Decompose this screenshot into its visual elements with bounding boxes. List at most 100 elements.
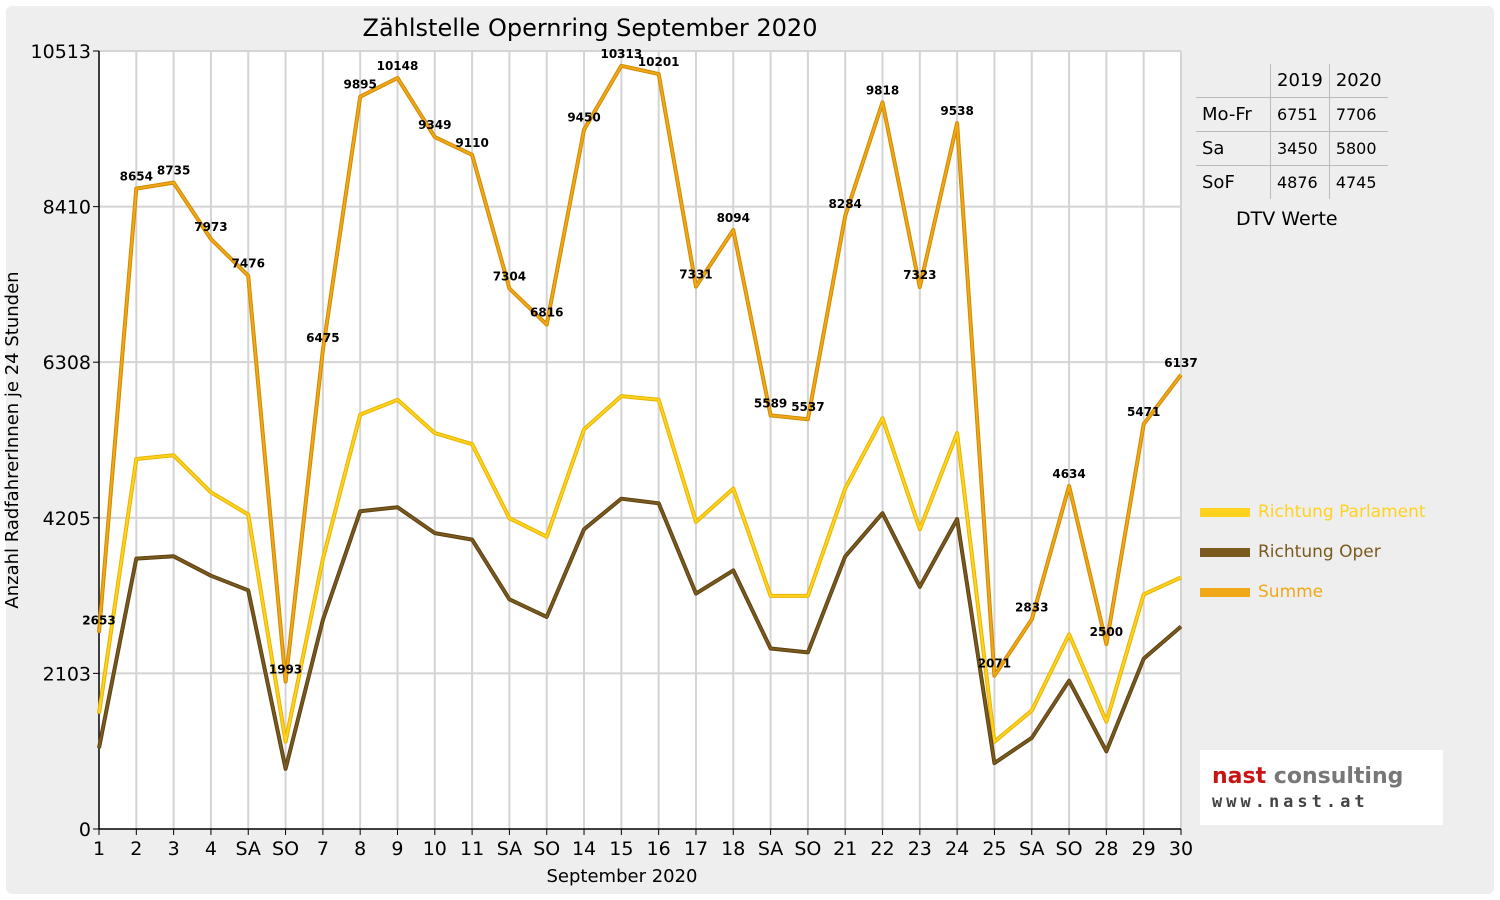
data-label: 6816	[530, 306, 563, 320]
legend-item-parlament: Richtung Parlament	[1200, 492, 1426, 532]
x-tick-label: SA	[1019, 838, 1044, 860]
x-tick-label: SA	[236, 838, 261, 860]
dtv-row-label: Mo-Fr	[1196, 97, 1271, 132]
y-tick-label: 0	[79, 819, 91, 841]
legend-swatch	[1200, 507, 1250, 517]
data-label: 9450	[567, 111, 600, 125]
data-label: 2071	[978, 657, 1011, 671]
x-axis-title: September 2020	[546, 866, 697, 887]
data-label: 7476	[232, 257, 265, 271]
logo-word-consulting: consulting	[1273, 764, 1404, 789]
data-label: 5589	[754, 396, 787, 410]
dtv-header-blank	[1196, 64, 1271, 98]
data-label: 9538	[940, 104, 973, 118]
data-label: 6137	[1164, 356, 1197, 370]
dtv-cell-2019: 6751	[1270, 97, 1330, 132]
legend-label: Richtung Parlament	[1258, 502, 1426, 522]
x-tick-label: SO	[533, 838, 560, 860]
y-tick-label: 10513	[31, 41, 91, 63]
x-tick-label: 15	[609, 838, 633, 860]
x-tick-label: 4	[205, 838, 217, 860]
data-label: 2653	[82, 614, 115, 628]
dtv-row-mofr: Mo-Fr 6751 7706	[1196, 97, 1388, 132]
x-tick-label: 7	[317, 838, 329, 860]
dtv-row-sof: SoF 4876 4745	[1196, 165, 1388, 199]
data-label: 7304	[493, 269, 526, 283]
dtv-header-2019: 2019	[1270, 64, 1330, 98]
x-tick-label: SO	[794, 838, 821, 860]
x-tick-label: 11	[460, 838, 484, 860]
data-label: 5537	[791, 400, 824, 414]
dtv-header-2020: 2020	[1328, 64, 1388, 98]
x-tick-label: 2	[130, 838, 142, 860]
x-tick-label: 1	[93, 838, 105, 860]
dtv-cell-2019: 3450	[1270, 131, 1330, 166]
data-label: 9895	[343, 78, 376, 92]
x-tick-label: 29	[1132, 838, 1156, 860]
series-line	[98, 395, 1182, 743]
dtv-cell-2019: 4876	[1270, 165, 1330, 199]
legend-swatch	[1200, 547, 1250, 557]
dtv-row-label: SoF	[1196, 165, 1271, 199]
x-tick-label: 28	[1094, 838, 1118, 860]
legend-label: Richtung Oper	[1258, 542, 1381, 562]
company-logo: nast consulting www.nast.at	[1200, 750, 1443, 825]
data-label: 9818	[866, 83, 899, 97]
dtv-caption: DTV Werte	[1236, 208, 1338, 230]
x-tick-label: 14	[572, 838, 596, 860]
chart-title: Zählstelle Opernring September 2020	[363, 14, 818, 42]
data-label: 9110	[455, 136, 488, 150]
data-label: 8284	[829, 197, 862, 211]
y-tick-label: 8410	[43, 197, 91, 219]
x-tick-label: 16	[647, 838, 671, 860]
x-tick-label: 8	[354, 838, 366, 860]
legend-item-oper: Richtung Oper	[1200, 532, 1426, 572]
x-tick-label: SO	[1056, 838, 1083, 860]
x-tick-label: 21	[833, 838, 857, 860]
data-label: 8654	[120, 170, 153, 184]
data-label: 4634	[1052, 467, 1085, 481]
y-tick-label: 6308	[43, 352, 91, 374]
x-tick-label: 22	[870, 838, 894, 860]
data-label: 7323	[903, 268, 936, 282]
y-tick-label: 4205	[43, 508, 91, 530]
data-label: 5471	[1127, 405, 1160, 419]
x-tick-label: SO	[272, 838, 299, 860]
grid-lines	[99, 50, 1182, 829]
data-label: 10201	[638, 55, 680, 69]
plot-area	[99, 51, 1181, 829]
legend-label: Summe	[1258, 582, 1324, 602]
x-tick-label: 25	[982, 838, 1006, 860]
legend-swatch	[1200, 587, 1250, 597]
x-tick-label: 18	[721, 838, 745, 860]
x-tick-label: 10	[423, 838, 447, 860]
data-label: 2833	[1015, 600, 1048, 614]
y-tick-label: 2103	[43, 663, 91, 685]
data-label: 6475	[306, 331, 339, 345]
data-label: 8735	[157, 164, 190, 178]
x-tick-label: 30	[1169, 838, 1193, 860]
series-lines	[97, 63, 1183, 771]
data-label: 9349	[418, 118, 451, 132]
legend-item-summe: Summe	[1200, 572, 1426, 612]
data-label: 7331	[679, 267, 712, 281]
data-label: 10148	[377, 59, 419, 73]
x-tick-label: SA	[758, 838, 783, 860]
x-tick-label: 3	[168, 838, 180, 860]
series-line	[98, 64, 1182, 683]
data-label: 8094	[717, 211, 750, 225]
dtv-cell-2020: 5800	[1328, 131, 1388, 166]
dtv-cell-2020: 7706	[1328, 97, 1388, 132]
logo-word-nast: nast	[1212, 764, 1267, 789]
x-tick-label: 17	[684, 838, 708, 860]
dtv-header-row: 2019 2020	[1196, 64, 1388, 98]
x-tick-label: SA	[497, 838, 522, 860]
chart-legend: Richtung Parlament Richtung Oper Summe	[1200, 492, 1426, 612]
dtv-row-label: Sa	[1196, 131, 1271, 166]
data-label: 7973	[194, 220, 227, 234]
data-label: 1993	[269, 663, 302, 677]
data-label: 2500	[1090, 625, 1123, 639]
dtv-table: 2019 2020 Mo-Fr 6751 7706 Sa 3450 5800 S…	[1196, 64, 1388, 199]
